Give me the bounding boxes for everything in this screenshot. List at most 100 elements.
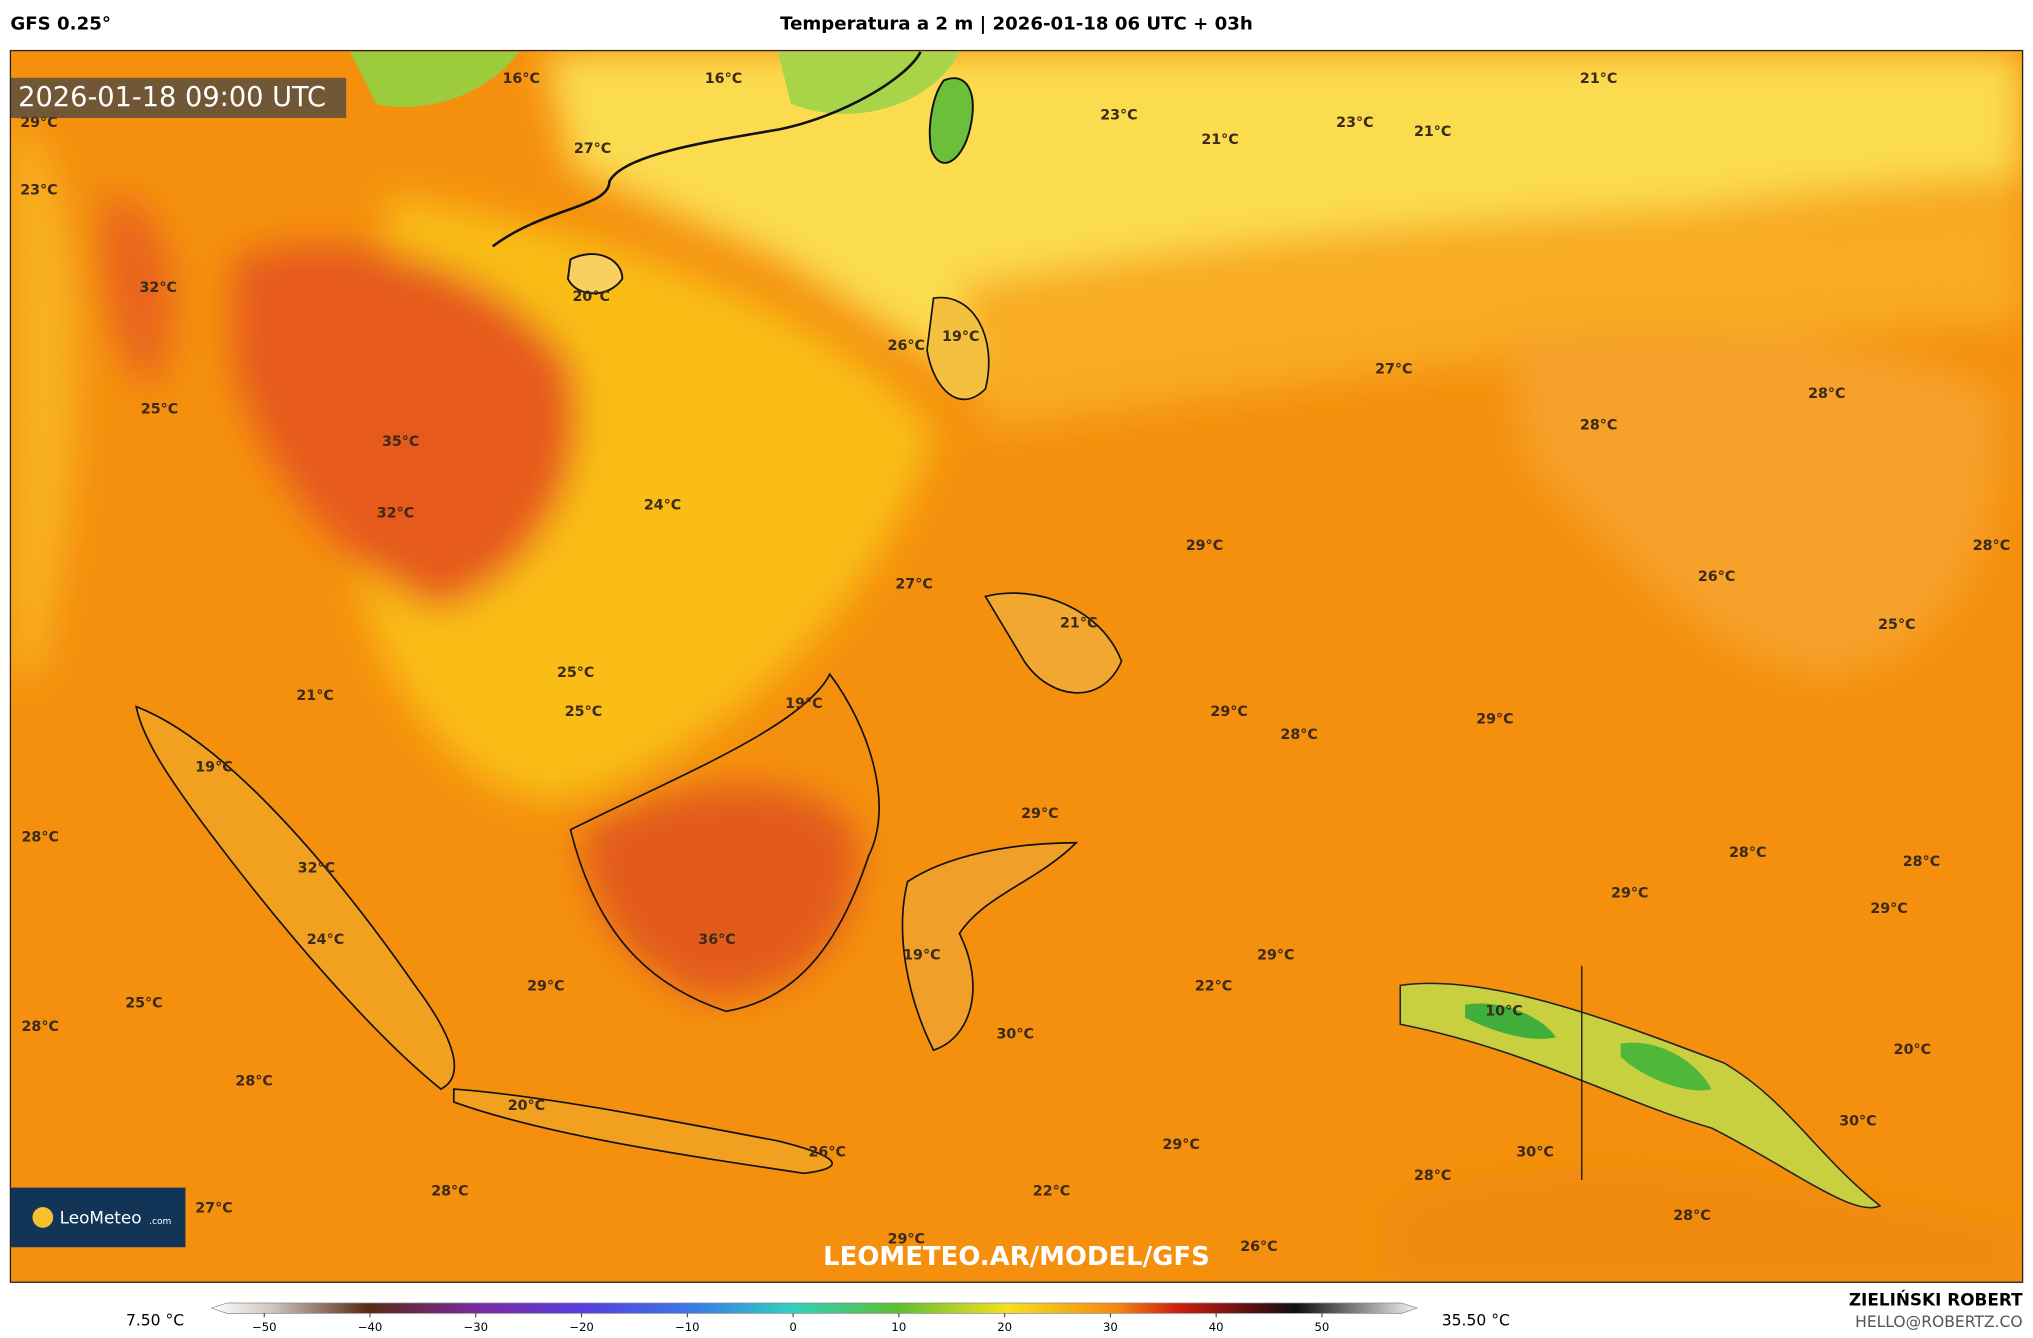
temperature-label: 23°C — [1100, 107, 1137, 123]
borneo-coast — [569, 672, 880, 1013]
watermark: LEOMETEO.AR/MODEL/GFS — [823, 1242, 1210, 1272]
temperature-label: 29°C — [1210, 704, 1247, 720]
model-name: GFS 0.25° — [10, 14, 111, 35]
temperature-label: 28°C — [1414, 1168, 1451, 1184]
temperature-label: 25°C — [565, 704, 602, 720]
temperature-label: 19°C — [195, 760, 232, 776]
temperature-label: 28°C — [1673, 1208, 1710, 1224]
temperature-label: 32°C — [377, 505, 414, 521]
temperature-label: 30°C — [1839, 1113, 1876, 1129]
temperature-label: 26°C — [888, 338, 925, 354]
temperature-label: 16°C — [503, 71, 540, 87]
temperature-label: 25°C — [141, 402, 178, 418]
taiwan — [928, 77, 974, 164]
bay-of-bengal — [13, 116, 77, 675]
email: HELLO@ROBERTZ.CO — [1855, 1313, 2022, 1331]
colorbar-tick-label: −40 — [358, 1320, 383, 1334]
temperature-label: 26°C — [1698, 569, 1735, 585]
luzon — [926, 296, 990, 401]
temperature-label: 10°C — [1485, 1003, 1522, 1019]
temperature-label: 21°C — [1580, 71, 1617, 87]
temperature-label: 29°C — [20, 115, 57, 131]
temperature-label: 16°C — [705, 71, 742, 87]
map-title: Temperatura a 2 m | 2026-01-18 06 UTC + … — [780, 14, 1253, 35]
temperature-field — [13, 51, 2023, 1283]
temperature-label: 22°C — [1033, 1183, 1070, 1199]
logo-name: LeoMeteo — [60, 1208, 142, 1228]
hainan — [566, 253, 624, 295]
temperature-label: 19°C — [785, 696, 822, 712]
temperature-label: 28°C — [1580, 417, 1617, 433]
mindanao — [984, 592, 1123, 694]
temperature-label: 21°C — [1060, 616, 1097, 632]
colorbar-tick-label: 30 — [1103, 1320, 1118, 1334]
temperature-label: 28°C — [1808, 386, 1845, 402]
colorbar-tick-label: −10 — [675, 1320, 700, 1334]
map-area: 16°C 16°C 27°C 29°C 23°C 32°C 20°C 23°C 21°C 23°C… — [10, 50, 2023, 1283]
temperature-label: 29°C — [1162, 1137, 1199, 1153]
map-frame — [9, 49, 2024, 1283]
temperature-label: 27°C — [574, 141, 611, 157]
north-pacific — [959, 194, 2023, 428]
temperature-label: 26°C — [808, 1145, 845, 1161]
temperature-label: 26°C — [1240, 1239, 1277, 1255]
new-guinea-highlands — [1399, 982, 1882, 1209]
logo-suffix: .com — [149, 1217, 171, 1227]
temperature-label: 19°C — [903, 948, 940, 964]
east-pacific — [1503, 326, 1999, 675]
colorbar-tick-label: 10 — [891, 1320, 906, 1334]
temperature-label: 20°C — [508, 1098, 545, 1114]
china-cool — [350, 51, 519, 108]
temperature-label: 29°C — [1476, 712, 1513, 728]
java — [452, 1088, 833, 1175]
temperature-label: 28°C — [431, 1183, 468, 1199]
temperature-label: 25°C — [557, 665, 594, 681]
valid-time: 2026-01-18 09:00 UTC — [18, 82, 326, 113]
time-box — [10, 77, 347, 118]
temperature-label: 29°C — [1870, 901, 1907, 917]
colorbar-tick-label: −20 — [569, 1320, 594, 1334]
myanmar-hot — [100, 194, 174, 389]
indochina-hot — [233, 244, 578, 610]
temperature-label: 27°C — [895, 577, 932, 593]
temperature-label: 28°C — [235, 1073, 272, 1089]
coast-cool — [777, 51, 960, 114]
max-label: 35.50 °C — [1442, 1312, 1510, 1330]
temperature-label: 28°C — [1729, 845, 1766, 861]
colorbar-tick-label: 40 — [1209, 1320, 1224, 1334]
temperature-label: 29°C — [1186, 538, 1223, 554]
min-label: 7.50 °C — [126, 1312, 184, 1330]
temperature-labels: 16°C 16°C 27°C 29°C 23°C 32°C 20°C 23°C 21°C 23°C… — [20, 71, 2010, 1255]
temperature-label: 23°C — [20, 183, 57, 199]
temperature-label: 29°C — [1021, 806, 1058, 822]
temperature-label: 28°C — [1903, 854, 1940, 870]
temperature-label: 35°C — [382, 434, 419, 450]
temperature-label: 27°C — [195, 1200, 232, 1216]
temperature-label: 27°C — [1375, 362, 1412, 378]
temperature-label: 32°C — [298, 861, 335, 877]
temperature-label: 28°C — [22, 1019, 59, 1035]
cool-band — [544, 51, 2023, 389]
colorbar-tick-label: −30 — [463, 1320, 488, 1334]
logo-sun — [32, 1207, 54, 1228]
temperature-label: 19°C — [942, 329, 979, 345]
temperature-label: 29°C — [888, 1231, 925, 1247]
colorbar-tick-label: −50 — [252, 1320, 277, 1334]
temperature-label: 20°C — [1894, 1042, 1931, 1058]
temperature-label: 29°C — [1257, 948, 1294, 964]
sulawesi — [901, 841, 1079, 1052]
sumatra — [135, 705, 456, 1091]
temperature-label: 23°C — [1336, 115, 1373, 131]
highland-green — [1465, 1003, 1556, 1039]
author: ZIELIŃSKI ROBERT — [1849, 1288, 2023, 1309]
temperature-label: 28°C — [1973, 538, 2010, 554]
arafura — [1387, 1168, 2023, 1283]
highland-green — [1620, 1042, 1712, 1091]
temperature-label: 24°C — [307, 932, 344, 948]
temperature-label: 29°C — [1611, 885, 1648, 901]
temperature-label: 30°C — [996, 1027, 1033, 1043]
temperature-label: 36°C — [698, 932, 735, 948]
temperature-label: 29°C — [527, 979, 564, 995]
